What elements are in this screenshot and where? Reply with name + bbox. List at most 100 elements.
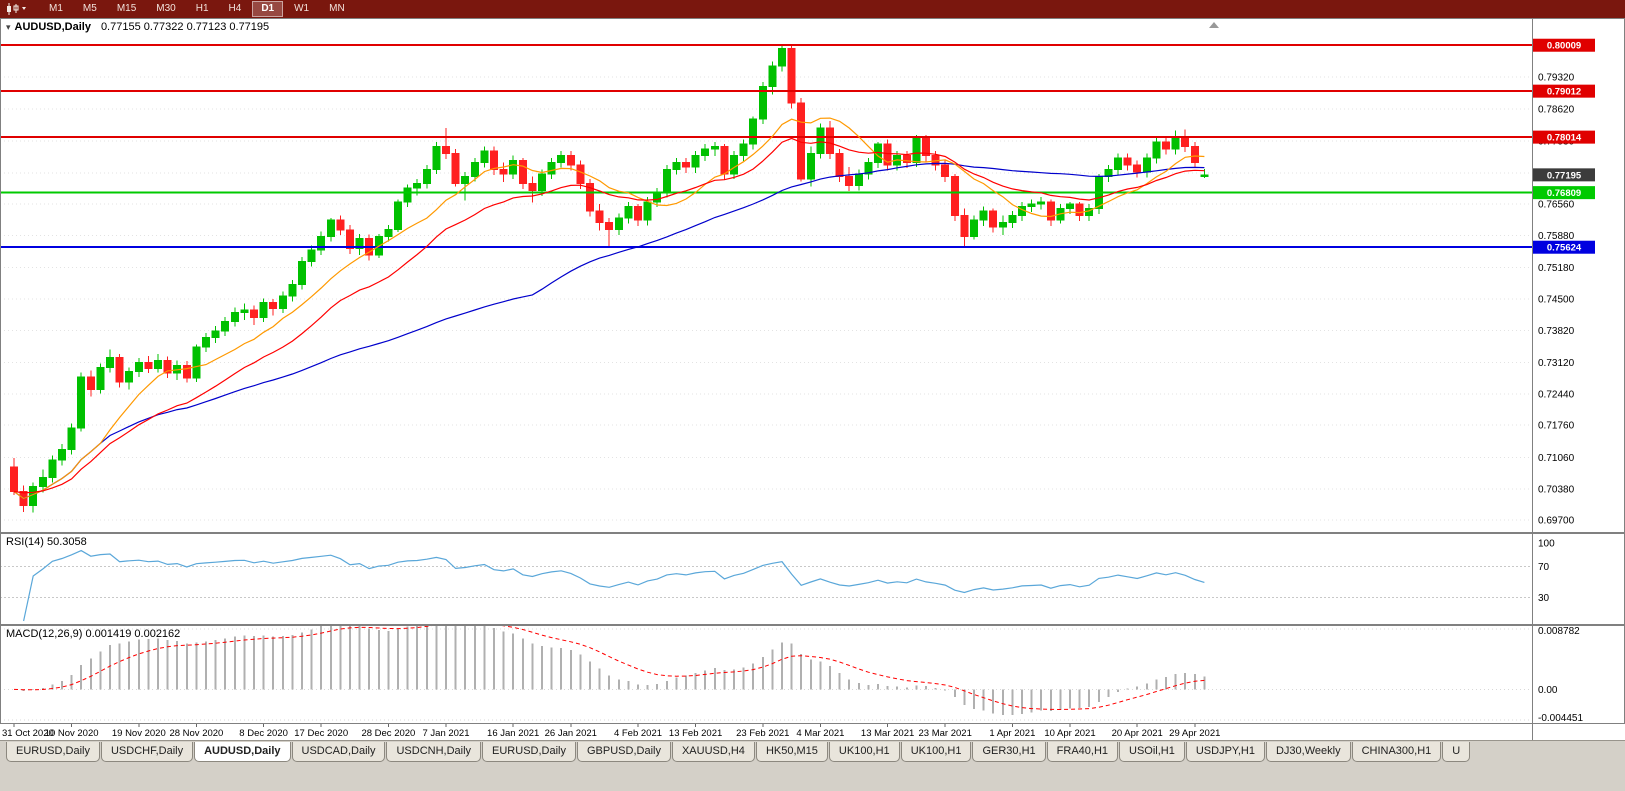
- chart-shift-marker-icon[interactable]: [1209, 22, 1219, 28]
- price-axis-label: 0.79320: [1538, 72, 1575, 83]
- candle-up: [643, 201, 652, 221]
- chart-tab-eurusd-daily[interactable]: EURUSD,Daily: [6, 742, 100, 762]
- timeframe-button-m15[interactable]: M15: [116, 3, 137, 14]
- time-axis-background: [0, 724, 1625, 740]
- time-axis-label: 7 Jan 2021: [422, 728, 469, 739]
- candle-down: [182, 364, 191, 379]
- chart-tab-usdcad-daily[interactable]: USDCAD,Daily: [291, 742, 386, 762]
- timeframe-button-h1[interactable]: H1: [195, 3, 209, 14]
- candle-down: [989, 210, 998, 228]
- candle-up: [912, 136, 921, 164]
- candle-down: [1181, 136, 1190, 148]
- chart-tab-fra40-h1[interactable]: FRA40,H1: [1046, 742, 1119, 762]
- chart-tab-gbpusd-daily[interactable]: GBPUSD,Daily: [577, 742, 671, 762]
- chart-tab-xauusd-h4[interactable]: XAUUSD,H4: [671, 742, 755, 762]
- macd-indicator-panel[interactable]: MACD(12,26,9) 0.001419 0.002162 0.008782…: [0, 625, 1625, 724]
- candle-down: [835, 152, 844, 177]
- candle-down: [451, 152, 460, 184]
- candle-up: [67, 427, 76, 451]
- price-axis-label: 0.73820: [1538, 326, 1575, 337]
- timeframe-button-w1[interactable]: W1: [294, 3, 310, 14]
- timeframe-button-d1[interactable]: D1: [252, 1, 284, 17]
- macd-signal-line: [13, 625, 1205, 711]
- timeframe-button-m1[interactable]: M1: [49, 3, 63, 14]
- price-level-label: 0.75624: [1547, 243, 1582, 254]
- macd-axis-label: 0.008782: [1538, 626, 1580, 637]
- candle-down: [490, 150, 498, 171]
- timeframe-button-m5[interactable]: M5: [82, 3, 97, 14]
- chart-tab-dj30-weekly[interactable]: DJ30,Weekly: [1265, 742, 1351, 762]
- candle-up: [768, 65, 777, 88]
- candle-down: [499, 169, 508, 175]
- candle-down: [163, 360, 172, 374]
- candle-up: [614, 217, 623, 230]
- main-chart-svg[interactable]: 0.793200.786200.779300.772400.765600.758…: [0, 18, 1625, 533]
- candle-down: [115, 356, 124, 383]
- chart-tab-china300-h1[interactable]: CHINA300,H1: [1351, 742, 1442, 762]
- candle-down: [902, 155, 911, 164]
- candle-up: [653, 192, 662, 203]
- price-level-label-box: [1533, 240, 1595, 254]
- macd-svg[interactable]: 0.008782 0.00 -0.004451: [0, 625, 1625, 724]
- candle-up: [1008, 215, 1017, 224]
- rsi-line: [23, 549, 1205, 622]
- time-axis-label: 13 Mar 2021: [861, 728, 914, 739]
- timeframe-button-mn[interactable]: MN: [329, 3, 345, 14]
- chart-tab-usdchf-daily[interactable]: USDCHF,Daily: [100, 742, 194, 762]
- chart-menu-icon[interactable]: [4, 2, 30, 16]
- price-level-label-box: [1533, 186, 1595, 200]
- time-axis[interactable]: 31 Oct 2020 10 Nov 2020 19 Nov 2020 28 Nov …: [0, 724, 1625, 740]
- symbol-caret-icon[interactable]: ▾: [6, 22, 11, 32]
- candle-up: [691, 155, 700, 168]
- chart-tab-hk50-m15[interactable]: HK50,M15: [755, 742, 828, 762]
- candle-down: [10, 466, 18, 493]
- candle-up: [38, 477, 47, 487]
- candle-up: [710, 146, 719, 150]
- chart-tab-uk100-h1[interactable]: UK100,H1: [900, 742, 972, 762]
- chart-tabbar: EURUSD,Daily USDCHF,Daily AUDUSD,Daily USDC…: [0, 740, 1625, 764]
- candle-down: [1162, 141, 1170, 150]
- candle-up: [730, 155, 738, 175]
- chart-tab-usdjpy-h1[interactable]: USDJPY,H1: [1185, 742, 1265, 762]
- price-axis-label: 0.71760: [1538, 421, 1575, 432]
- macd-axis-label: -0.004451: [1538, 713, 1583, 724]
- candle-up: [96, 367, 105, 390]
- candle-up: [326, 219, 335, 237]
- candle-up: [749, 118, 758, 145]
- timeframe-button-m30[interactable]: M30: [156, 3, 176, 14]
- candle-down: [86, 376, 95, 390]
- price-axis-label: 0.74500: [1538, 294, 1575, 305]
- candle-down: [1190, 146, 1199, 164]
- candle-up: [1142, 157, 1151, 173]
- time-axis-label: 23 Feb 2021: [736, 728, 789, 739]
- chart-tab-usoil-h1[interactable]: USOil,H1: [1119, 742, 1185, 762]
- price-axis-label: 0.73120: [1538, 358, 1575, 369]
- chart-tab-eurusd-daily[interactable]: EURUSD,Daily: [482, 742, 576, 762]
- candle-up: [470, 162, 479, 177]
- rsi-svg[interactable]: 100 70 30: [0, 533, 1625, 625]
- price-level-label: 0.79012: [1547, 87, 1581, 98]
- current-price-label: 0.77195: [1547, 170, 1582, 181]
- candle-down: [144, 362, 153, 370]
- chart-tab-u[interactable]: U: [1442, 742, 1471, 762]
- rsi-indicator-panel[interactable]: RSI(14) 50.3058 100 70 30: [0, 533, 1625, 625]
- chart-tab-usdcnh-daily[interactable]: USDCNH,Daily: [386, 742, 482, 762]
- candle-up: [422, 169, 431, 184]
- timeframe-buttons: M1 M5 M15 M30 H1 H4 D1 W1 MN: [40, 1, 354, 17]
- candle-up: [240, 309, 249, 313]
- time-axis-label: 10 Apr 2021: [1044, 728, 1095, 739]
- chart-tab-ger30-h1[interactable]: GER30,H1: [972, 742, 1046, 762]
- timeframe-button-h4[interactable]: H4: [228, 3, 242, 14]
- candle-up: [202, 337, 210, 348]
- price-axis[interactable]: [1532, 18, 1625, 533]
- current-price-box: [1533, 168, 1595, 182]
- chart-tab-audusd-daily[interactable]: AUDUSD,Daily: [194, 742, 291, 762]
- candle-down: [720, 146, 729, 175]
- candle-down: [634, 205, 642, 221]
- candle-up: [970, 219, 978, 237]
- main-chart-panel[interactable]: ▾ AUDUSD,Daily 0.77155 0.77322 0.77123 0.7…: [0, 18, 1625, 533]
- chart-tab-uk100-h1[interactable]: UK100,H1: [828, 742, 900, 762]
- rsi-background: [0, 533, 1625, 625]
- candle-down: [518, 159, 527, 184]
